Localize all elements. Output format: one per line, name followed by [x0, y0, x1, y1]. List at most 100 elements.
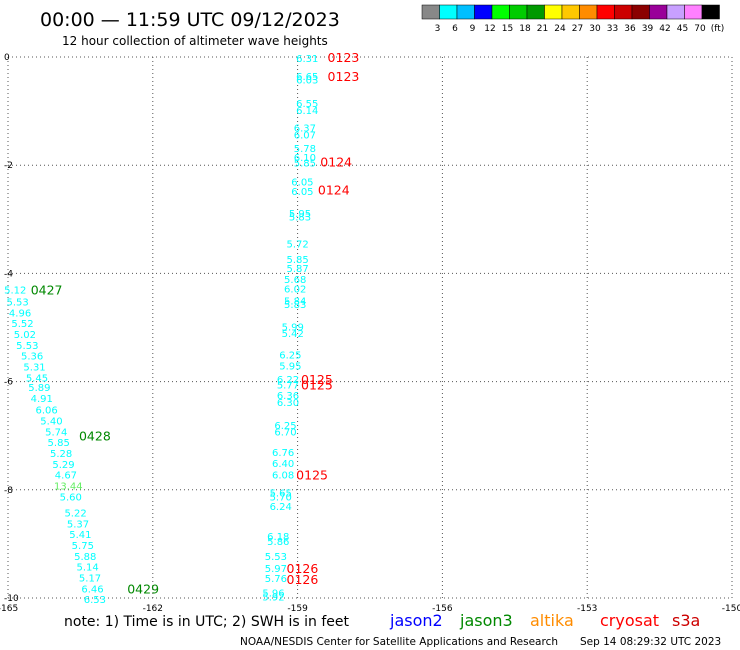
time-label: 0125 [296, 468, 328, 483]
time-label: 0124 [320, 154, 352, 169]
data-point: 5.52 [11, 319, 33, 330]
data-point: 5.95 [279, 361, 301, 372]
time-label: 0428 [79, 429, 111, 444]
data-point: 6.31 [296, 54, 318, 65]
legend-swatch [596, 4, 615, 20]
data-point: 5.89 [28, 383, 50, 394]
data-point: 5.95 [289, 209, 311, 220]
data-point: 6.36 [277, 391, 299, 402]
data-point: 6.22 [277, 375, 299, 386]
chart-subtitle: 12 hour collection of altimeter wave hei… [62, 34, 328, 48]
x-tick-label: -159 [287, 604, 308, 614]
data-point: 5.84 [284, 296, 306, 307]
legend-swatch [456, 4, 475, 20]
footer-credit: NOAA/NESDIS Center for Satellite Applica… [240, 636, 558, 648]
legend-label: 30 [589, 24, 601, 34]
footer-note: note: 1) Time is in UTC; 2) SWH is in fe… [64, 614, 350, 630]
time-label: 0123 [328, 69, 360, 84]
data-point: 13.44 [54, 481, 83, 492]
footer-timestamp: Sep 14 08:29:32 UTC 2023 [580, 636, 721, 648]
time-label: 0126 [287, 561, 319, 576]
satellite-legend: jason2 jason3 altika cryosat s3a [389, 611, 700, 630]
legend-swatch [421, 4, 440, 20]
data-point: 4.67 [55, 471, 77, 482]
legend-swatch [614, 4, 633, 20]
y-tick-label: -6 [4, 378, 13, 388]
y-tick-label: -10 [4, 594, 19, 604]
chart-title: 00:00 — 11:59 UTC 09/12/2023 [40, 9, 340, 31]
data-point: 5.42 [282, 329, 304, 340]
legend-swatch [666, 4, 685, 20]
data-point: 6.18 [267, 532, 289, 543]
legend-swatch [684, 4, 703, 20]
legend-label: (ft) [711, 24, 725, 34]
legend-label: 9 [470, 24, 476, 34]
legend-swatch [544, 4, 563, 20]
data-point: 6.05 [291, 187, 313, 198]
data-point: 5.28 [50, 449, 72, 460]
data-point: 5.78 [294, 144, 316, 155]
data-point: 5.83 [289, 213, 311, 224]
data-point: 6.30 [277, 398, 299, 409]
time-label: 0124 [318, 183, 350, 198]
data-point: 5.75 [72, 541, 94, 552]
legend-swatch [579, 4, 598, 20]
legend-label: 27 [572, 24, 583, 34]
legend-label: 18 [519, 24, 531, 34]
legend-label: 33 [607, 24, 618, 34]
data-point: 6.37 [294, 123, 316, 134]
data-point: 6.08 [272, 471, 294, 482]
data-point: 5.29 [52, 460, 74, 471]
data-point: 5.77 [277, 380, 299, 391]
data-point: 6.06 [35, 406, 57, 417]
data-point: 6.40 [272, 459, 294, 470]
data-point: 5.17 [79, 573, 101, 584]
legend-label: 45 [677, 24, 688, 34]
data-point: 5.22 [64, 509, 86, 520]
data-point: 5.99 [282, 322, 304, 333]
legend-label: 15 [502, 24, 513, 34]
data-point: 6.53 [84, 595, 106, 606]
data-point: 5.85 [48, 438, 70, 449]
data-point: 6.46 [81, 584, 103, 595]
legend-swatch [491, 4, 510, 20]
data-point: 5.31 [23, 362, 45, 373]
data-point: 5.88 [74, 552, 96, 563]
data-point: 5.97 [265, 564, 287, 575]
legend-swatch [526, 4, 545, 20]
data-point: 5.36 [21, 352, 43, 363]
data-point: 5.87 [286, 264, 308, 275]
data-points: 6.316.656.036.556.146.376.075.786.105.85… [4, 54, 318, 606]
data-point: 5.12 [4, 286, 26, 297]
time-label: 0123 [328, 50, 360, 65]
legend-swatch [631, 4, 650, 20]
satellite-name: cryosat [600, 611, 659, 630]
x-tick-label: -150 [722, 604, 740, 614]
data-point: 5.41 [69, 530, 91, 541]
data-point: 6.55 [296, 99, 318, 110]
y-tick-label: -8 [4, 486, 13, 496]
legend-swatch [649, 4, 668, 20]
data-point: 6.76 [272, 448, 294, 459]
time-label: 0125 [301, 377, 333, 392]
legend-swatch [701, 4, 720, 20]
data-point: 5.72 [286, 240, 308, 251]
data-point: 5.76 [265, 574, 287, 585]
data-point: 5.68 [284, 275, 306, 286]
data-point: 5.86 [267, 537, 289, 548]
legend-label: 21 [537, 24, 548, 34]
data-point: 5.92 [262, 592, 284, 603]
data-point: 4.91 [31, 394, 53, 405]
x-tick-label: -156 [432, 604, 453, 614]
data-point: 5.70 [270, 492, 292, 503]
legend-label: 39 [642, 24, 654, 34]
legend-swatch [474, 4, 493, 20]
legend-label: 42 [659, 24, 670, 34]
legend-swatch [439, 4, 458, 20]
data-point: 6.25 [274, 421, 296, 432]
time-label: 0126 [287, 572, 319, 587]
x-tick-label: -162 [143, 604, 163, 614]
data-point: 6.10 [294, 153, 316, 164]
data-point: 5.40 [40, 417, 62, 428]
